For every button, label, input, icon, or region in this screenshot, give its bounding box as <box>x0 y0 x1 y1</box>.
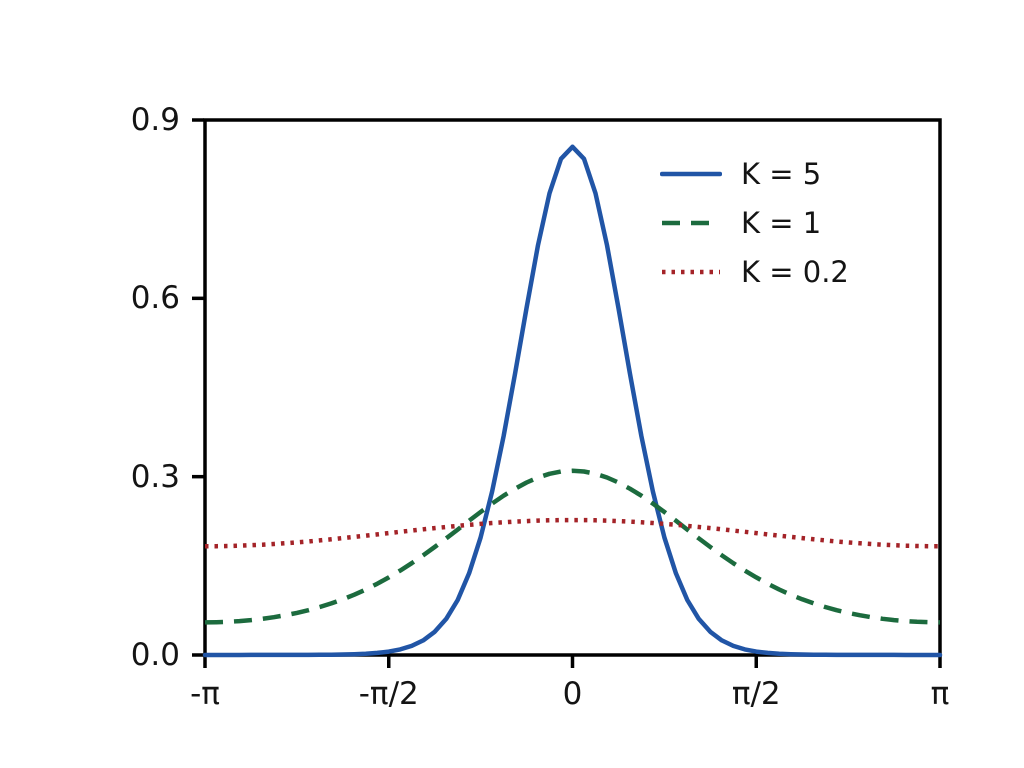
legend-label-k1: K = 1 <box>741 205 822 240</box>
legend-label-k5: K = 5 <box>741 156 822 191</box>
series-line-k-1 <box>204 468 941 625</box>
legend-label-k02: K = 0.2 <box>741 254 849 289</box>
series-line-k-0-2 <box>205 517 940 549</box>
legend-entry-k5: K = 5 <box>660 149 849 198</box>
series-line-k-5 <box>202 144 943 658</box>
legend-entry-k02: K = 0.2 <box>660 247 849 296</box>
legend-line-sample-k02 <box>662 269 720 274</box>
legend-line-sample-k1 <box>662 220 720 225</box>
legend-entry-k1: K = 1 <box>660 198 849 247</box>
plot-frame <box>203 118 942 657</box>
legend: K = 5 K = 1 K = 0.2 <box>660 149 849 296</box>
legend-line-sample-k5 <box>660 171 722 176</box>
